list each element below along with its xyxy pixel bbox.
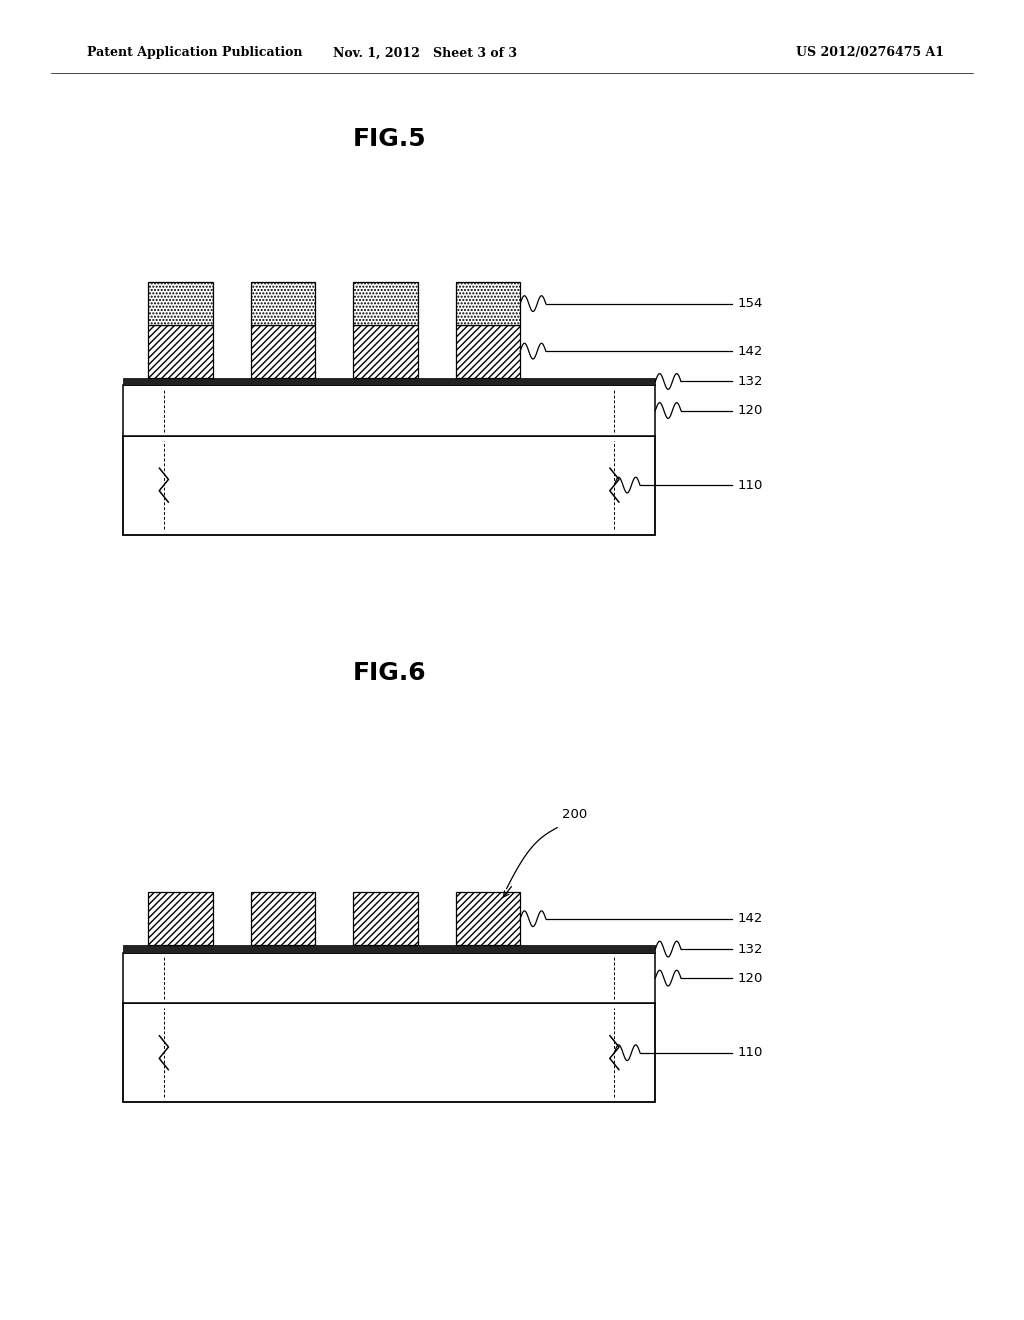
Text: Patent Application Publication: Patent Application Publication xyxy=(87,46,302,59)
Text: 154: 154 xyxy=(737,297,763,310)
Bar xyxy=(123,385,655,436)
Bar xyxy=(123,378,655,385)
Bar xyxy=(456,892,520,945)
Text: US 2012/0276475 A1: US 2012/0276475 A1 xyxy=(797,46,944,59)
Bar xyxy=(123,1003,655,1102)
Bar xyxy=(456,325,520,378)
Text: 120: 120 xyxy=(737,404,763,417)
Text: 120: 120 xyxy=(737,972,763,985)
Bar xyxy=(123,953,655,1003)
Bar xyxy=(353,892,418,945)
Text: 200: 200 xyxy=(562,808,588,821)
Text: FIG.5: FIG.5 xyxy=(352,127,426,150)
Bar xyxy=(123,945,655,953)
Text: Nov. 1, 2012   Sheet 3 of 3: Nov. 1, 2012 Sheet 3 of 3 xyxy=(333,46,517,59)
Text: 132: 132 xyxy=(737,942,763,956)
Text: 110: 110 xyxy=(737,479,763,491)
Bar xyxy=(148,325,213,378)
Text: 142: 142 xyxy=(737,345,763,358)
Bar xyxy=(251,325,315,378)
Bar xyxy=(353,282,418,325)
Bar xyxy=(251,892,315,945)
Text: 142: 142 xyxy=(737,912,763,925)
Bar xyxy=(353,325,418,378)
Bar xyxy=(123,436,655,535)
Bar xyxy=(251,282,315,325)
Bar xyxy=(456,282,520,325)
Text: 110: 110 xyxy=(737,1047,763,1059)
Bar xyxy=(148,892,213,945)
Bar xyxy=(148,282,213,325)
Text: FIG.6: FIG.6 xyxy=(352,661,426,685)
Text: 132: 132 xyxy=(737,375,763,388)
